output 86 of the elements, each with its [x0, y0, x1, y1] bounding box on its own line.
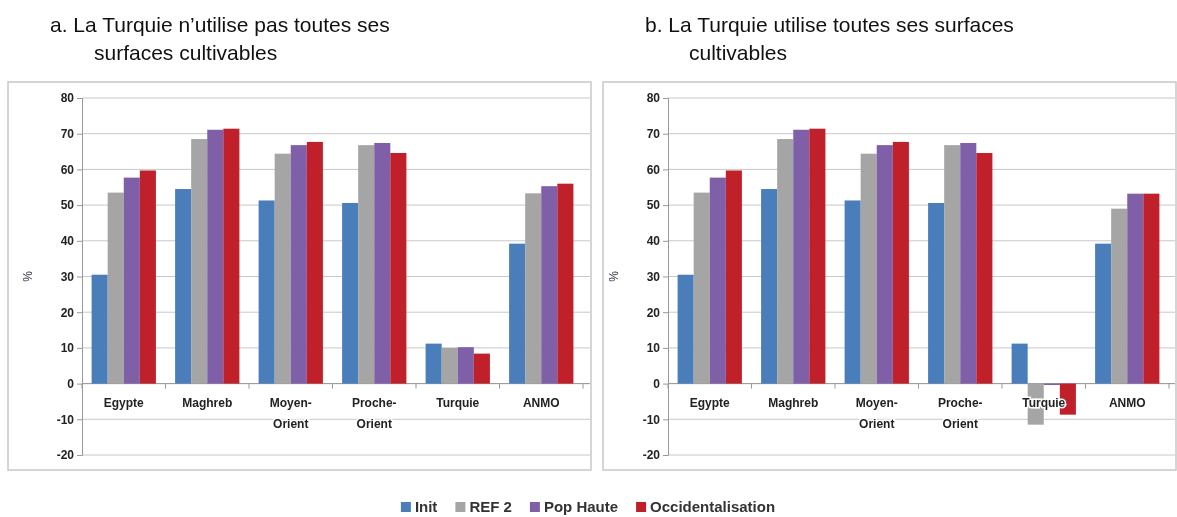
chart-title: a. La Turquie n’utilise pas toutes ses surfaces cultivables — [50, 13, 390, 64]
bar — [358, 145, 375, 384]
y-tick-label: 70 — [646, 127, 661, 142]
y-tick-label: 40 — [60, 234, 75, 249]
bar — [473, 353, 490, 384]
bar — [677, 274, 694, 384]
bar — [123, 177, 140, 384]
bar — [1095, 243, 1112, 384]
legend-label: Init — [414, 498, 438, 515]
bar — [306, 141, 323, 384]
legend-label: Pop Haute — [543, 498, 619, 515]
x-tick-label: Moyen-Orient — [269, 395, 312, 431]
bar — [693, 192, 710, 384]
y-tick-label: -20 — [56, 448, 75, 463]
chart-title: b. La Turquie utilise toutes ses surfaces cultivables — [645, 13, 1014, 64]
bar — [390, 152, 407, 384]
bar — [91, 274, 108, 384]
bar — [557, 183, 574, 384]
bar — [809, 128, 826, 384]
y-tick-label: 30 — [60, 269, 75, 284]
bar — [944, 145, 961, 384]
bar — [207, 129, 224, 384]
x-tick-label: Maghreb — [182, 395, 233, 410]
bar — [960, 142, 977, 384]
bar — [892, 141, 909, 384]
bar — [274, 153, 291, 384]
x-tick-label: ANMO — [1108, 395, 1146, 410]
bar — [525, 193, 542, 384]
bar — [139, 170, 156, 384]
y-tick-label: 80 — [60, 91, 75, 106]
y-tick-label: 80 — [646, 91, 661, 106]
bar — [1127, 193, 1144, 384]
y-tick-label: -10 — [56, 412, 75, 427]
x-tick-label: Moyen-Orient — [855, 395, 898, 431]
x-tick-label: Egypte — [103, 395, 145, 410]
y-tick-label: 10 — [60, 341, 75, 356]
y-tick-label: 50 — [646, 198, 661, 213]
bar — [1143, 193, 1160, 384]
bar — [342, 202, 359, 384]
y-axis-title: % — [607, 270, 621, 282]
bar — [541, 186, 558, 384]
bar — [1011, 343, 1028, 384]
y-axis-title: % — [21, 270, 35, 282]
x-tick-label: Egypte — [689, 395, 731, 410]
y-tick-label: 70 — [60, 127, 75, 142]
bar — [976, 152, 993, 384]
bar — [777, 139, 794, 384]
bar — [175, 189, 192, 384]
bar — [761, 189, 778, 384]
bar — [860, 153, 877, 384]
x-tick-label: Proche-Orient — [937, 395, 983, 431]
y-tick-label: 20 — [60, 305, 75, 320]
y-tick-label: 40 — [646, 234, 661, 249]
x-tick-label: Maghreb — [768, 395, 819, 410]
legend-label: Occidentalisation — [650, 498, 776, 515]
legend-label: REF 2 — [469, 498, 512, 515]
y-tick-label: 30 — [646, 269, 661, 284]
bar — [425, 343, 442, 384]
bar — [844, 200, 861, 384]
y-tick-label: 60 — [646, 162, 661, 177]
bar — [191, 139, 208, 384]
bar — [258, 200, 275, 384]
x-tick-label: Turquie — [436, 395, 480, 410]
y-tick-label: 10 — [646, 341, 661, 356]
bar — [509, 243, 526, 384]
y-tick-label: 20 — [646, 305, 661, 320]
y-tick-label: -10 — [642, 412, 661, 427]
bar — [441, 347, 458, 384]
bar — [928, 202, 945, 384]
y-tick-label: 60 — [60, 162, 75, 177]
bar — [107, 192, 124, 384]
y-tick-label: 0 — [67, 376, 75, 391]
bar — [876, 145, 893, 384]
bar — [709, 177, 726, 384]
bar — [290, 145, 307, 384]
y-tick-label: -20 — [642, 448, 661, 463]
bar — [457, 347, 474, 384]
y-tick-label: 0 — [653, 376, 661, 391]
bar — [374, 142, 391, 384]
x-tick-label: ANMO — [522, 395, 560, 410]
x-tick-label: Proche-Orient — [351, 395, 397, 431]
bar — [725, 170, 742, 384]
bar — [223, 128, 240, 384]
y-tick-label: 50 — [60, 198, 75, 213]
bar — [1111, 208, 1128, 384]
bar — [793, 129, 810, 384]
